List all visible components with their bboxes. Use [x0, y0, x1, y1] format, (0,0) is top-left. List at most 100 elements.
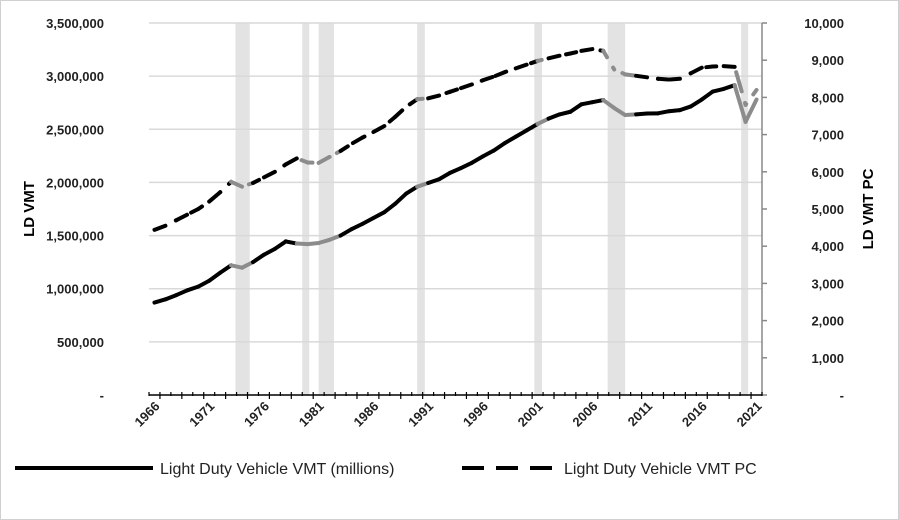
series-segment [426, 93, 442, 101]
legend-label-vmt-pc: Light Duty Vehicle VMT PC [564, 461, 757, 478]
series-segment [207, 190, 223, 204]
y-tick-label-left: 2,500,000 [46, 122, 104, 137]
y-tick-label-right: 1,000 [811, 351, 844, 366]
series-segment [688, 65, 704, 76]
series-segment [393, 104, 409, 119]
recession-band [417, 23, 425, 395]
y-tick-label-right: 10,000 [804, 16, 844, 31]
series-segment [185, 207, 201, 217]
y-tick-label-left: 3,000,000 [46, 69, 104, 84]
y-tick-label-right: 8,000 [811, 90, 844, 105]
series-segment [404, 184, 420, 196]
series-segment [721, 64, 737, 69]
y-tick-label-left: 500,000 [57, 335, 104, 350]
series-segment [513, 62, 529, 71]
series-segment [349, 221, 365, 232]
series-segment [272, 239, 288, 251]
series-segment [480, 148, 496, 159]
y-axis-title-left: LD VMT [21, 181, 38, 237]
series-segment [207, 270, 223, 283]
recession-band [741, 23, 749, 395]
series-segment [371, 124, 387, 134]
series-segment [250, 175, 266, 185]
y-tick-label-left: 3,500,000 [46, 16, 104, 31]
series-segment [469, 154, 485, 165]
series-segment [415, 96, 431, 102]
series-segment [316, 154, 332, 165]
series-segment [568, 48, 584, 56]
series-segment [283, 156, 299, 167]
series-segment [327, 148, 343, 159]
series-segment [218, 263, 234, 275]
series-segment [612, 106, 628, 118]
series-vmt [152, 83, 759, 305]
y-tick-label-right: 6,000 [811, 165, 844, 180]
series-segment [261, 246, 277, 257]
y-tick-label-left: 1,500,000 [46, 229, 104, 244]
series-segment [371, 210, 387, 221]
recession-band [534, 23, 542, 395]
series-segment [163, 218, 179, 228]
series-segment [338, 227, 354, 238]
series-segment [601, 98, 617, 111]
series-segment [261, 169, 277, 180]
series-segment [535, 116, 551, 126]
recession-band [318, 23, 334, 395]
y-tick-label-right: 4,000 [811, 239, 844, 254]
series-segment [743, 87, 759, 107]
series-segment [656, 76, 671, 82]
series-segment [666, 76, 682, 82]
series-segment [382, 114, 398, 129]
series-segment [360, 129, 376, 140]
series-segment [349, 135, 365, 146]
series-segment [174, 212, 190, 223]
series-segment [240, 260, 255, 270]
series-segment [272, 162, 288, 174]
series-segment [732, 83, 748, 124]
y-tick-label-right: 7,000 [811, 128, 844, 143]
series-segment [250, 252, 266, 265]
series-segment [448, 86, 463, 94]
series-segment [218, 179, 234, 195]
y-tick-label-right: 2,000 [811, 314, 844, 329]
series-segment [524, 121, 540, 133]
recession-band [302, 23, 310, 395]
series-segment [196, 199, 212, 211]
series-segment [579, 47, 595, 53]
y-axis-title-right: LD VMT PC [860, 168, 877, 249]
series-segment [229, 179, 245, 189]
legend: Light Duty Vehicle VMT (millions) Light … [15, 461, 757, 478]
series-segment [699, 89, 715, 102]
series-segment [535, 56, 551, 63]
y-tick-label-right: 3,000 [811, 276, 844, 291]
series-segment [437, 170, 453, 182]
recession-band [235, 23, 250, 395]
series-segment [393, 191, 409, 206]
series-segment [732, 64, 748, 107]
series-segment [360, 216, 376, 226]
series-segment [677, 71, 693, 81]
legend-label-vmt: Light Duty Vehicle VMT (millions) [160, 461, 394, 478]
series-segment [634, 73, 650, 80]
y-tick-label-right: - [840, 388, 844, 403]
y-tick-label-left: 2,000,000 [46, 175, 104, 190]
series-segment [502, 66, 518, 75]
series-segment [196, 278, 212, 289]
series-segment [688, 97, 704, 109]
series-segment [338, 141, 354, 153]
y-tick-label-right: 5,000 [811, 202, 844, 217]
series-segment [568, 102, 584, 114]
series-segment [404, 97, 420, 109]
series-segment [491, 141, 507, 153]
series-segment [382, 201, 398, 215]
y-tick-label-right: 9,000 [811, 53, 844, 68]
series-segment [502, 134, 518, 146]
series-segment [152, 223, 168, 232]
series-segment [480, 74, 496, 83]
y-tick-label-left: 1,000,000 [46, 282, 104, 297]
series-segment [601, 48, 617, 72]
series-segment [513, 128, 529, 139]
